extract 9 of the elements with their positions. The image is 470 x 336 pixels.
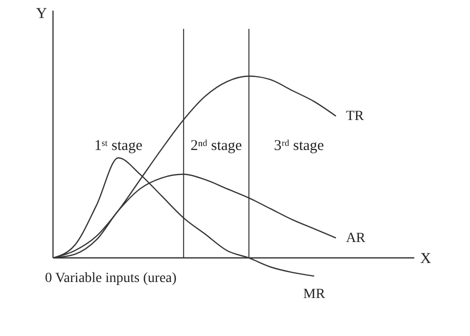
series-label: MR: [303, 287, 326, 302]
annotation: 1ˢᵗ stage: [94, 138, 143, 154]
annotation: 3ʳᵈ stage: [274, 138, 324, 154]
series-label: AR: [346, 230, 366, 246]
x-axis-title: 0 Variable inputs (urea): [45, 270, 177, 286]
y-axis-title: Y: [36, 6, 48, 22]
text: X: [420, 250, 432, 267]
annotation: 2ⁿᵈ stage: [190, 138, 242, 154]
series-label: TR: [346, 109, 364, 124]
